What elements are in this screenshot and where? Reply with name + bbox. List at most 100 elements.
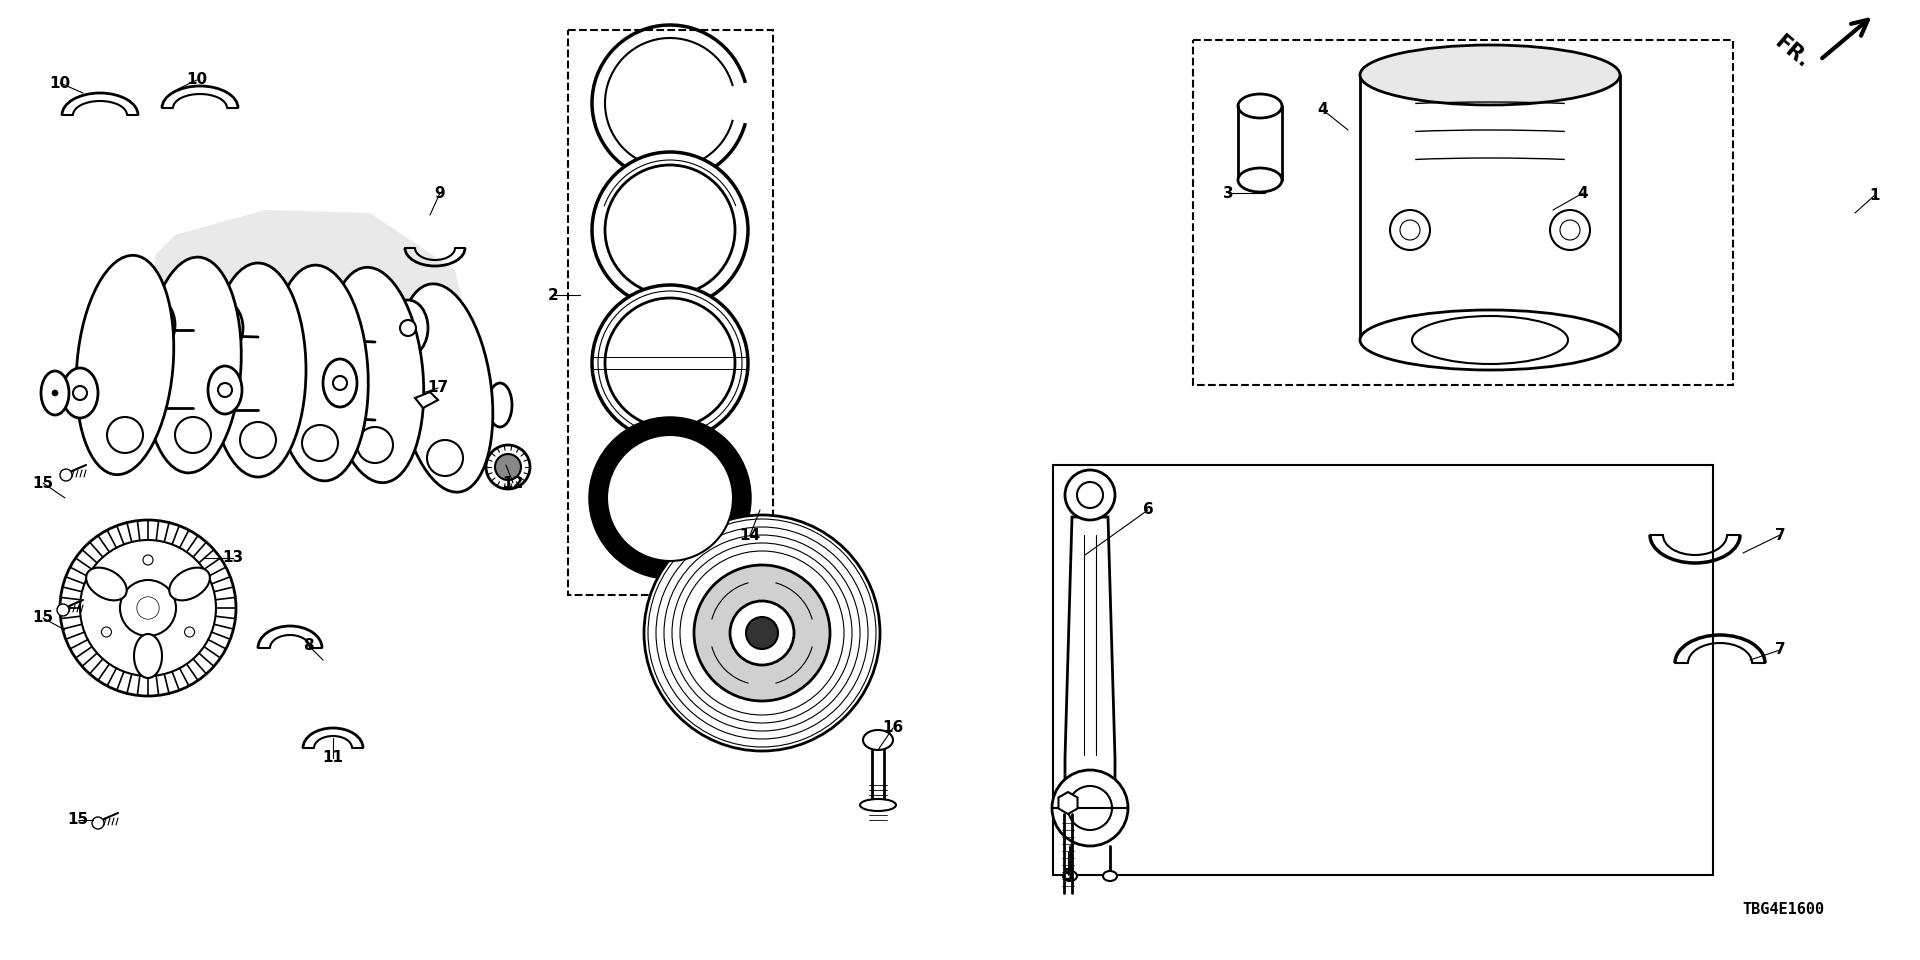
Circle shape xyxy=(1400,220,1421,240)
Circle shape xyxy=(365,435,386,455)
Polygon shape xyxy=(156,210,470,435)
Ellipse shape xyxy=(1064,871,1077,881)
Ellipse shape xyxy=(862,730,893,750)
Text: 1: 1 xyxy=(1870,187,1880,203)
Circle shape xyxy=(115,425,134,445)
Circle shape xyxy=(1390,210,1430,250)
Circle shape xyxy=(119,580,177,636)
Circle shape xyxy=(436,448,455,468)
Text: 7: 7 xyxy=(1774,642,1786,658)
Circle shape xyxy=(92,817,104,829)
Ellipse shape xyxy=(86,567,127,600)
Ellipse shape xyxy=(144,257,242,473)
Circle shape xyxy=(73,386,86,400)
Ellipse shape xyxy=(323,359,357,407)
Ellipse shape xyxy=(134,298,175,352)
Ellipse shape xyxy=(860,799,897,811)
Text: 15: 15 xyxy=(33,611,54,626)
Circle shape xyxy=(286,322,303,338)
Ellipse shape xyxy=(1102,871,1117,881)
Text: 13: 13 xyxy=(223,550,244,565)
Circle shape xyxy=(102,627,111,637)
Text: 16: 16 xyxy=(883,721,904,735)
Ellipse shape xyxy=(209,263,305,477)
Circle shape xyxy=(589,418,751,578)
Circle shape xyxy=(215,320,230,336)
Circle shape xyxy=(1559,220,1580,240)
Circle shape xyxy=(693,565,829,701)
Text: 2: 2 xyxy=(547,287,559,302)
Circle shape xyxy=(399,320,417,336)
Circle shape xyxy=(357,427,394,463)
Circle shape xyxy=(309,433,330,453)
Bar xyxy=(568,30,774,595)
Circle shape xyxy=(60,469,73,481)
Text: 11: 11 xyxy=(323,751,344,765)
Circle shape xyxy=(219,383,232,397)
Circle shape xyxy=(184,627,194,637)
Ellipse shape xyxy=(1238,168,1283,192)
Text: 15: 15 xyxy=(67,812,88,828)
Circle shape xyxy=(52,390,58,396)
Circle shape xyxy=(1077,482,1102,508)
Circle shape xyxy=(136,597,159,619)
Ellipse shape xyxy=(61,368,98,418)
Circle shape xyxy=(591,285,749,441)
Ellipse shape xyxy=(207,366,242,414)
Bar xyxy=(1052,465,1713,875)
Circle shape xyxy=(591,152,749,308)
Circle shape xyxy=(1549,210,1590,250)
Ellipse shape xyxy=(40,371,69,415)
Circle shape xyxy=(182,425,204,445)
Circle shape xyxy=(1052,770,1129,846)
Circle shape xyxy=(605,298,735,428)
Ellipse shape xyxy=(1359,310,1620,370)
Circle shape xyxy=(301,425,338,461)
Circle shape xyxy=(486,445,530,489)
Text: 8: 8 xyxy=(303,637,313,653)
Circle shape xyxy=(108,417,142,453)
Ellipse shape xyxy=(1238,94,1283,118)
Circle shape xyxy=(240,422,276,458)
Circle shape xyxy=(1068,786,1112,830)
Circle shape xyxy=(81,540,215,676)
Circle shape xyxy=(248,430,269,450)
Text: 15: 15 xyxy=(33,475,54,491)
Ellipse shape xyxy=(169,567,209,600)
Ellipse shape xyxy=(273,265,369,481)
Polygon shape xyxy=(415,392,438,408)
Ellipse shape xyxy=(77,255,175,474)
Circle shape xyxy=(426,440,463,476)
Circle shape xyxy=(607,435,733,561)
Text: 10: 10 xyxy=(50,76,71,90)
Circle shape xyxy=(747,617,778,649)
Text: 5: 5 xyxy=(1062,868,1073,882)
Circle shape xyxy=(332,376,348,390)
Circle shape xyxy=(58,604,69,616)
Ellipse shape xyxy=(1359,45,1620,105)
Ellipse shape xyxy=(204,301,244,355)
Polygon shape xyxy=(1058,792,1077,814)
Ellipse shape xyxy=(488,383,513,427)
Circle shape xyxy=(495,454,520,480)
Circle shape xyxy=(60,520,236,696)
Circle shape xyxy=(730,601,795,665)
Ellipse shape xyxy=(326,267,424,483)
Ellipse shape xyxy=(1411,316,1569,364)
Circle shape xyxy=(175,417,211,453)
Ellipse shape xyxy=(388,300,428,356)
Text: 10: 10 xyxy=(186,73,207,87)
Circle shape xyxy=(605,165,735,295)
Text: 12: 12 xyxy=(503,475,524,491)
Text: 3: 3 xyxy=(1223,185,1233,201)
Text: 7: 7 xyxy=(1774,527,1786,542)
Circle shape xyxy=(142,555,154,565)
Circle shape xyxy=(643,515,879,751)
Text: FR.: FR. xyxy=(1770,32,1812,72)
Text: 9: 9 xyxy=(434,185,445,201)
Ellipse shape xyxy=(397,284,493,492)
Circle shape xyxy=(148,317,163,333)
Circle shape xyxy=(1066,470,1116,520)
Text: 4: 4 xyxy=(1578,185,1588,201)
Text: TBG4E1600: TBG4E1600 xyxy=(1741,902,1824,918)
